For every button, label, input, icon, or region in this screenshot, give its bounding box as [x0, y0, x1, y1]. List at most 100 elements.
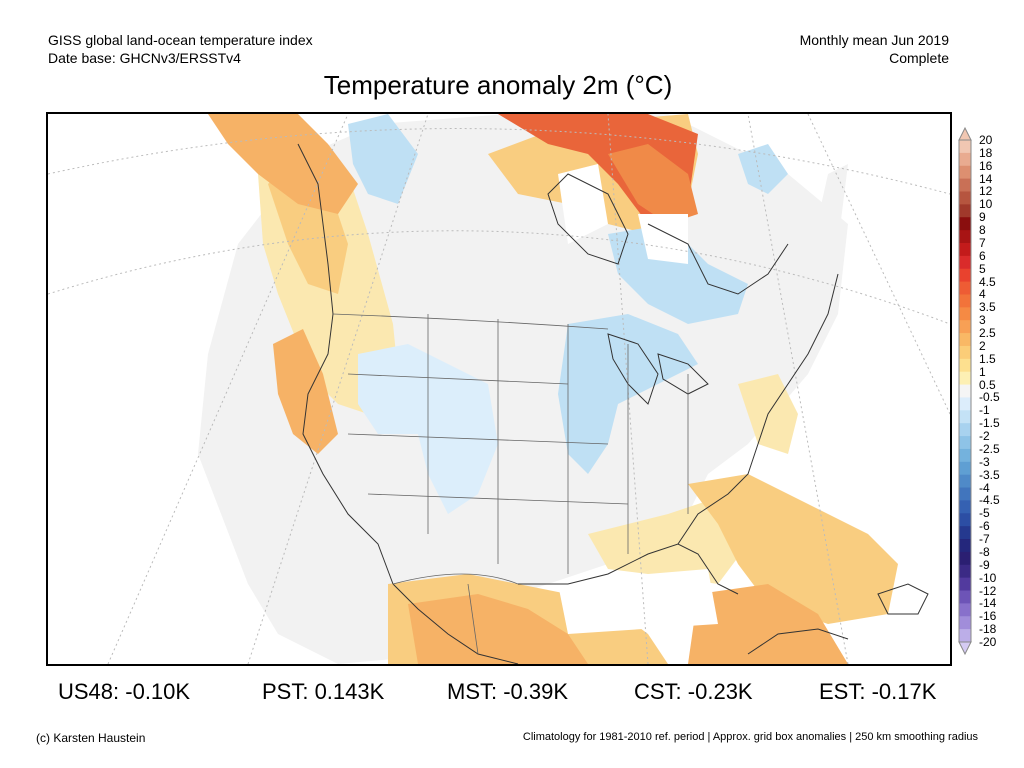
- colorbar-label: -0.5: [979, 390, 1000, 405]
- no-data-quebec: [638, 214, 688, 264]
- colorbar-swatch: [959, 436, 971, 450]
- colorbar: 20 18 16 14 12 10 9 8 7 6 5 4.5 4 3.5 3 2.5 2 1.5 1 0.5 -0.5…: [955, 126, 1024, 656]
- borders: [332, 313, 689, 655]
- coastlines: [297, 143, 929, 664]
- colorbar-swatch: [959, 204, 971, 218]
- neutral-field-east: [808, 164, 848, 264]
- colorbar-label: -12: [979, 583, 997, 598]
- header-left: GISS global land-ocean temperature index…: [48, 31, 313, 67]
- colorbar-label: 4.5: [979, 274, 996, 289]
- colorbar-label: -10: [979, 570, 997, 585]
- colorbar-swatch: [959, 410, 971, 424]
- colorbar-swatch: [959, 526, 971, 540]
- colorbar-swatch: [959, 603, 971, 617]
- warm-mexico-strong: [408, 594, 588, 664]
- colorbar-label: 14: [979, 171, 993, 186]
- colorbar-swatch: [959, 307, 971, 321]
- regional-anomaly-stats: US48: -0.10K PST: 0.143K MST: -0.39K CST…: [0, 679, 1024, 705]
- colorbar-swatch: [959, 616, 971, 630]
- map-frame: [46, 112, 952, 666]
- colorbar-swatch: [959, 191, 971, 205]
- colorbar-label: -3: [979, 454, 990, 469]
- colorbar-label: 16: [979, 158, 993, 173]
- colorbar-label: 2: [979, 338, 986, 353]
- data-base: Date base: GHCNv3/ERSSTv4: [48, 50, 241, 66]
- cool-newfoundland: [738, 144, 788, 194]
- colorbar-swatch: [959, 513, 971, 527]
- colorbar-label: 1: [979, 364, 986, 379]
- colorbar-swatch: [959, 294, 971, 308]
- colorbar-swatch: [959, 474, 971, 489]
- colorbar-swatch: [959, 152, 971, 167]
- stat-pst: PST: 0.143K: [262, 679, 385, 704]
- colorbar-swatch: [959, 423, 971, 437]
- colorbar-swatch: [959, 590, 971, 604]
- colorbar-label: 3: [979, 313, 986, 328]
- colorbar-label: -6: [979, 519, 990, 534]
- colorbar-swatch: [959, 448, 971, 463]
- colorbar-label: -1.5: [979, 416, 1000, 431]
- stat-cst: CST: -0.23K: [634, 679, 753, 704]
- colorbar-swatch: [959, 242, 971, 257]
- colorbar-swatch: [959, 165, 971, 180]
- colorbar-swatch: [959, 551, 971, 566]
- colorbar-swatch: [959, 371, 971, 386]
- colorbar-label: -2.5: [979, 441, 1000, 456]
- header-right: Monthly mean Jun 2019 Complete: [800, 31, 949, 67]
- colorbar-label: 9: [979, 210, 986, 225]
- warm-caribbean: [688, 584, 848, 664]
- colorbar-label: -1: [979, 403, 990, 418]
- colorbar-label: -8: [979, 544, 990, 559]
- colorbar-label: 20: [979, 133, 993, 147]
- climatology-note: Climatology for 1981-2010 ref. period | …: [522, 731, 978, 743]
- colorbar-swatch: [959, 358, 971, 373]
- period-label: Monthly mean Jun 2019: [799, 32, 949, 48]
- colorbar-swatch: [959, 539, 971, 553]
- colorbar-label: -9: [979, 557, 990, 572]
- copyright: (c) Karsten Haustein: [36, 731, 146, 745]
- colorbar-label: 1.5: [979, 351, 996, 366]
- colorbar-label: -3.5: [979, 467, 1000, 482]
- warm-gulf-coast: [588, 494, 748, 584]
- colorbar-swatch: [959, 268, 971, 283]
- colorbar-label: 7: [979, 235, 986, 250]
- colorbar-swatch: [959, 333, 971, 347]
- colorbar-swatch: [959, 564, 971, 579]
- colorbar-label: 5: [979, 261, 986, 276]
- warm-california: [273, 329, 338, 454]
- colorbar-label: 0.5: [979, 377, 996, 392]
- colorbar-swatch: [959, 461, 971, 476]
- colorbar-swatch: [959, 178, 971, 192]
- stat-us48: US48: -0.10K: [58, 679, 191, 704]
- colorbar-label: -20: [979, 635, 997, 649]
- colorbar-swatch: [959, 230, 971, 244]
- cool-yukon: [348, 114, 418, 204]
- colorbar-label: -18: [979, 622, 997, 637]
- warm-alaska-coast: [208, 114, 358, 214]
- colorbar-swatch: [959, 345, 971, 360]
- colorbar-label: 8: [979, 223, 986, 238]
- colorbar-swatch: [959, 320, 971, 334]
- colorbar-swatches: [958, 126, 972, 656]
- completeness-label: Complete: [889, 50, 949, 66]
- colorbar-label: 4: [979, 287, 986, 302]
- stat-mst: MST: -0.39K: [447, 679, 569, 704]
- colorbar-swatch: [959, 217, 971, 231]
- colorbar-label: 2.5: [979, 326, 996, 341]
- warm-florida-atlantic: [688, 474, 898, 624]
- no-data-gulf: [558, 569, 718, 634]
- no-data-hudson: [558, 164, 608, 244]
- colorbar-label: -7: [979, 532, 990, 547]
- colorbar-swatch: [959, 140, 971, 154]
- colorbar-label: -14: [979, 596, 997, 611]
- colorbar-min-arrow: [958, 641, 972, 656]
- colorbar-outline: [958, 139, 972, 643]
- colorbar-label: 6: [979, 248, 986, 263]
- colorbar-label: 12: [979, 184, 993, 199]
- colorbar-swatch: [959, 629, 971, 643]
- colorbar-swatch: [959, 397, 971, 411]
- colorbar-swatch: [959, 281, 971, 295]
- colorbar-swatch: [959, 500, 971, 514]
- map-title: Temperature anomaly 2m (°C): [323, 70, 673, 100]
- warm-labrador: [608, 144, 698, 224]
